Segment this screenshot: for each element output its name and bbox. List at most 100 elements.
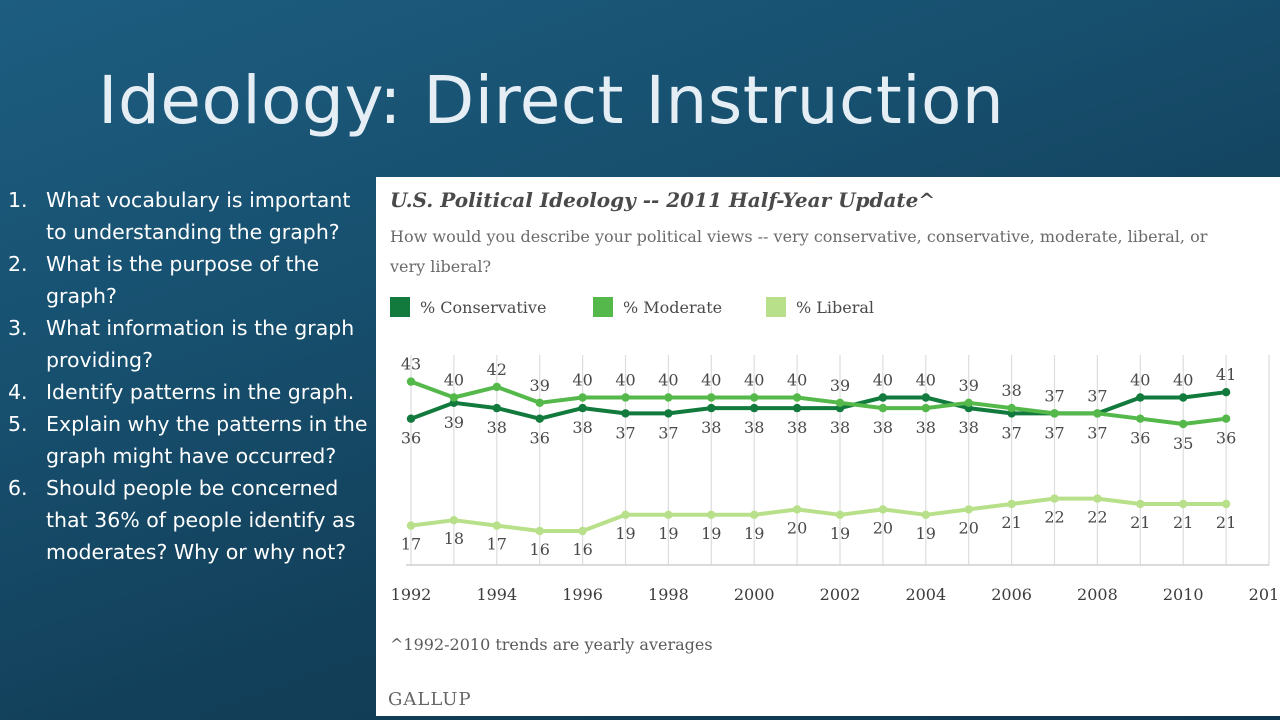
data-label-lower: 39 bbox=[444, 413, 464, 432]
data-label-lower: 38 bbox=[744, 418, 764, 437]
conservative-point bbox=[750, 403, 759, 413]
moderate-point bbox=[1221, 414, 1231, 423]
legend-label: % Conservative bbox=[420, 298, 546, 317]
moderate-point bbox=[750, 393, 759, 402]
liberal-point bbox=[1179, 499, 1188, 509]
question-number: 6. bbox=[8, 476, 28, 500]
conservative-point bbox=[1136, 393, 1145, 402]
question-number: 1. bbox=[8, 188, 28, 212]
data-label-lower: 37 bbox=[1001, 423, 1021, 442]
data-label-upper: 40 bbox=[572, 371, 592, 390]
moderate-point bbox=[964, 398, 973, 407]
liberal-point bbox=[964, 505, 973, 514]
data-label-liberal: 20 bbox=[959, 518, 979, 537]
chart-title: U.S. Political Ideology -- 2011 Half-Yea… bbox=[390, 188, 935, 212]
question-text: Explain why the patterns in the graph mi… bbox=[46, 412, 368, 468]
data-label-upper: 43 bbox=[401, 355, 421, 374]
slide-title: Ideology: Direct Instruction bbox=[98, 62, 1005, 139]
chart-legend: % Conservative % Moderate % Liberal bbox=[390, 297, 874, 317]
conservative-point bbox=[664, 409, 673, 418]
conservative-point bbox=[707, 403, 716, 413]
moderate-point bbox=[1136, 414, 1145, 423]
question-item: 3. What information is the graph providin… bbox=[8, 312, 368, 376]
gallup-logo: GALLUP bbox=[388, 689, 472, 710]
data-label-liberal: 17 bbox=[487, 535, 507, 554]
moderate-point bbox=[835, 398, 845, 407]
question-number: 5. bbox=[8, 412, 28, 436]
legend-swatch bbox=[390, 297, 410, 317]
legend-swatch bbox=[593, 297, 613, 317]
data-label-liberal: 19 bbox=[916, 524, 936, 543]
conservative-point bbox=[878, 393, 888, 402]
liberal-point bbox=[878, 505, 888, 514]
data-label-lower: 37 bbox=[658, 423, 678, 442]
data-label-lower: 36 bbox=[1216, 429, 1236, 448]
data-label-liberal: 16 bbox=[530, 540, 550, 559]
data-label-lower: 38 bbox=[701, 418, 721, 437]
data-label-lower: 38 bbox=[959, 418, 979, 437]
data-label-upper: 41 bbox=[1216, 365, 1236, 384]
data-label-liberal: 22 bbox=[1044, 508, 1064, 527]
data-label-upper: 40 bbox=[916, 371, 936, 390]
data-label-upper: 42 bbox=[487, 360, 507, 379]
x-tick-label: 1998 bbox=[648, 585, 689, 604]
data-label-upper: 40 bbox=[1130, 371, 1150, 390]
liberal-point bbox=[750, 510, 759, 519]
moderate-point bbox=[1179, 419, 1188, 429]
liberal-point bbox=[835, 510, 845, 519]
data-label-upper: 37 bbox=[1044, 386, 1064, 405]
liberal-point bbox=[406, 521, 416, 530]
chart-x-axis: 1992 1994 1996 1998 2000 2002 2004 2006 2008 2010… bbox=[391, 585, 1280, 604]
x-tick-label: 1992 bbox=[391, 585, 432, 604]
x-tick-label: 1994 bbox=[476, 585, 517, 604]
moderate-point bbox=[621, 393, 630, 402]
data-label-lower: 36 bbox=[401, 429, 421, 448]
data-label-lower: 38 bbox=[787, 418, 807, 437]
data-label-liberal: 20 bbox=[787, 518, 807, 537]
x-tick-label: 2000 bbox=[734, 585, 775, 604]
moderate-point bbox=[1050, 409, 1059, 418]
conservative-point bbox=[1221, 388, 1231, 397]
data-label-liberal: 21 bbox=[1216, 513, 1236, 532]
question-text: Identify patterns in the graph. bbox=[46, 380, 355, 404]
question-text: What vocabulary is important to understa… bbox=[46, 188, 351, 244]
data-label-upper: 39 bbox=[959, 376, 979, 395]
data-label-liberal: 18 bbox=[444, 529, 464, 548]
data-label-lower: 37 bbox=[615, 423, 635, 442]
data-label-liberal: 21 bbox=[1173, 513, 1193, 532]
conservative-point bbox=[921, 393, 930, 402]
liberal-point bbox=[921, 510, 930, 519]
liberal-point bbox=[1136, 499, 1145, 509]
liberal-point bbox=[1050, 494, 1059, 503]
question-number: 2. bbox=[8, 252, 28, 276]
data-label-lower: 36 bbox=[530, 429, 550, 448]
x-tick-label: 2012 bbox=[1249, 585, 1280, 604]
data-label-upper: 40 bbox=[873, 371, 893, 390]
data-label-upper: 40 bbox=[701, 371, 721, 390]
moderate-point bbox=[792, 393, 802, 402]
x-tick-label: 2008 bbox=[1077, 585, 1118, 604]
data-label-liberal: 19 bbox=[701, 524, 721, 543]
chart-subtitle-continued: very liberal? bbox=[389, 257, 491, 276]
legend-label: % Liberal bbox=[796, 298, 874, 317]
liberal-point bbox=[1007, 499, 1016, 509]
question-text: What is the purpose of the graph? bbox=[46, 252, 320, 308]
data-label-upper: 40 bbox=[658, 371, 678, 390]
data-label-upper: 40 bbox=[744, 371, 764, 390]
data-label-liberal: 17 bbox=[401, 535, 421, 554]
x-tick-label: 1996 bbox=[562, 585, 603, 604]
data-label-liberal: 20 bbox=[873, 518, 893, 537]
chart-image: U.S. Political Ideology -- 2011 Half-Yea… bbox=[376, 177, 1280, 716]
data-label-lower: 36 bbox=[1130, 429, 1150, 448]
moderate-line bbox=[410, 379, 1227, 426]
moderate-point bbox=[492, 382, 501, 392]
data-label-liberal: 19 bbox=[615, 524, 635, 543]
ideology-line-chart: U.S. Political Ideology -- 2011 Half-Yea… bbox=[388, 188, 1280, 710]
x-tick-label: 2002 bbox=[820, 585, 861, 604]
question-number: 4. bbox=[8, 380, 28, 404]
data-label-upper: 39 bbox=[830, 376, 850, 395]
moderate-point bbox=[664, 393, 673, 402]
data-label-upper: 37 bbox=[1087, 386, 1107, 405]
moderate-point bbox=[1007, 403, 1016, 413]
chart-data-labels: 43 36 17 40 39 18 42 38 17 39 36 16 40 38 16 40 37 19 40 37… bbox=[401, 355, 1236, 559]
